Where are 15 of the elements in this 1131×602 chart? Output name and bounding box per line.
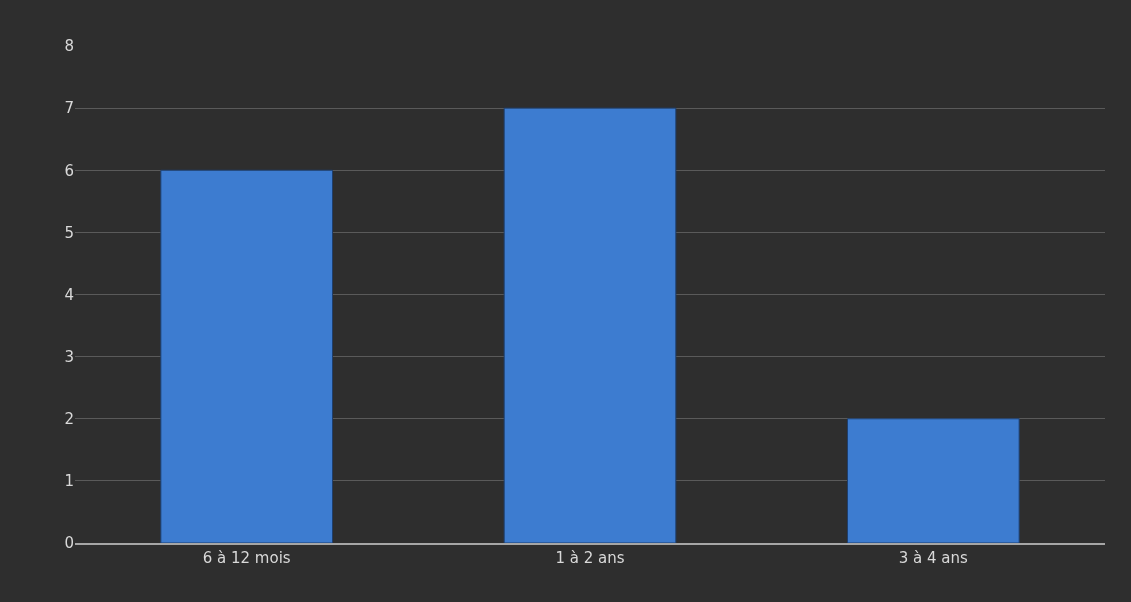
x-tick-label: 6 à 12 mois <box>202 548 291 567</box>
y-tick-label: 0 <box>64 534 74 553</box>
y-tick-label: 7 <box>64 99 74 118</box>
bar <box>847 418 1020 543</box>
y-tick-label: 1 <box>64 472 74 491</box>
y-tick-label: 3 <box>64 347 74 366</box>
bar <box>160 169 333 543</box>
y-tick-label: 6 <box>64 161 74 180</box>
x-tick-label: 1 à 2 ans <box>555 548 625 567</box>
x-tick-label: 3 à 4 ans <box>898 548 969 567</box>
y-tick-label: 4 <box>64 285 74 304</box>
y-tick-label: 8 <box>64 37 74 56</box>
bar <box>503 107 677 543</box>
y-tick-label: 5 <box>64 223 74 242</box>
y-tick-label: 2 <box>64 410 74 428</box>
